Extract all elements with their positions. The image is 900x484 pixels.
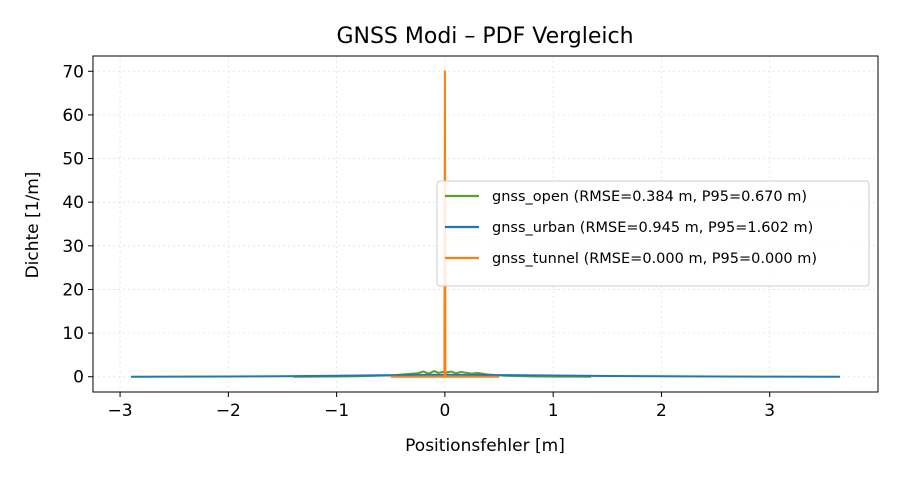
y-tick-label: 0: [73, 368, 84, 388]
x-tick-label: 3: [764, 401, 775, 421]
x-tick-label: −2: [216, 401, 241, 421]
y-tick-label: 70: [62, 62, 84, 82]
y-tick-label: 10: [62, 324, 84, 344]
y-tick-label: 40: [62, 193, 84, 213]
y-tick-label: 30: [62, 237, 84, 257]
series-lines: [130, 70, 841, 378]
legend-label-2: gnss_urban (RMSE=0.945 m, P95=1.602 m): [492, 220, 813, 236]
y-tick-label: 20: [62, 280, 84, 300]
x-tick-label: −1: [324, 401, 349, 421]
y-tick-label: 50: [62, 150, 84, 170]
series-line-2: [130, 373, 841, 378]
x-tick-label: −3: [108, 401, 133, 421]
legend-label-3: gnss_tunnel (RMSE=0.000 m, P95=0.000 m): [492, 251, 817, 267]
plot-frame: [92, 55, 879, 393]
x-tick-label: 0: [439, 401, 450, 421]
y-tick-label: 60: [62, 106, 84, 126]
legend-label-1: gnss_open (RMSE=0.384 m, P95=0.670 m): [492, 189, 807, 205]
legend: gnss_open (RMSE=0.384 m, P95=0.670 m) gns…: [436, 180, 870, 287]
series-line-3: [390, 70, 500, 378]
x-axis-label: Positionsfehler [m]: [405, 436, 565, 456]
y-axis-label: Dichte [1/m]: [23, 172, 43, 279]
legend-box: [436, 180, 870, 287]
x-tick-label: 1: [548, 401, 559, 421]
chart-title: GNSS Modi – PDF Vergleich: [336, 24, 633, 49]
x-tick-label: 2: [656, 401, 667, 421]
